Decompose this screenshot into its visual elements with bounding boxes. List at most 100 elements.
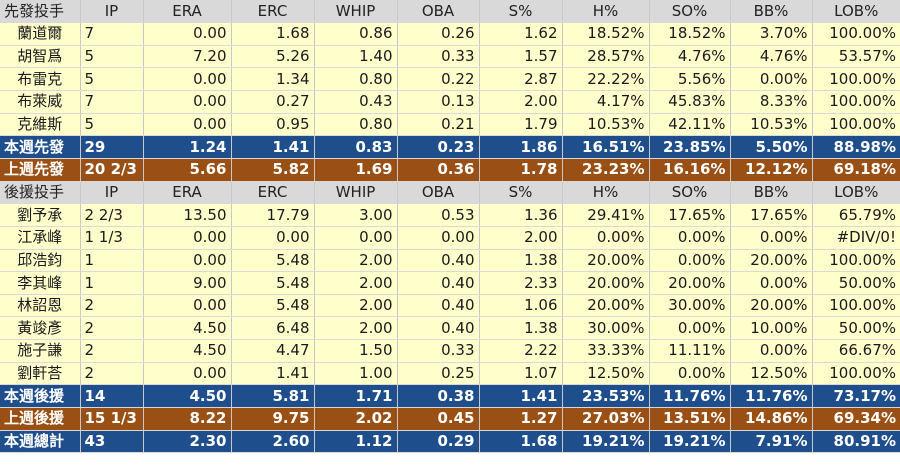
erc-cell: 0.27: [231, 90, 315, 114]
whip-cell: 0.00: [314, 226, 398, 250]
whip-cell: 0.80: [314, 113, 398, 137]
h-pct-cell: 29.41%: [562, 203, 650, 227]
bb-pct-cell: 0.00%: [730, 271, 813, 295]
whip-cell: 0.43: [314, 90, 398, 114]
lob-pct-cell: 80.91%: [812, 430, 900, 454]
oba-cell: 0.00: [397, 226, 480, 250]
h-pct-cell: 22.22%: [562, 67, 650, 92]
h-pct-cell: 23.53%: [562, 384, 650, 409]
so-pct-cell: 16.16%: [649, 158, 731, 182]
era-cell: 13.50: [143, 203, 232, 227]
this-week-summary-row: 本週先發 29 1.24 1.41 0.83 0.23 1.86 16.51% 23.85% 5.…: [0, 135, 900, 159]
lob-pct-cell: #DIV/0!: [812, 226, 900, 250]
era-cell: 0.00: [143, 362, 232, 386]
lob-pct-cell: 100.00%: [812, 22, 900, 46]
pitcher-row: 蘭道爾 7 0.00 1.68 0.86 0.26 1.62 18.52% 18.52% 3.70…: [0, 22, 900, 46]
erc-cell: 17.79: [231, 203, 315, 227]
whip-cell: 2.00: [314, 249, 398, 273]
pitcher-row: 劉軒荅 2 0.00 1.41 1.00 0.25 1.07 12.50% 0.00% 12.50…: [0, 362, 900, 386]
bb-pct-cell: 5.50%: [730, 135, 813, 159]
so-pct-cell: 23.85%: [649, 135, 731, 159]
lob-pct-cell: 66.67%: [812, 339, 900, 363]
s-pct-cell: 1.06: [479, 294, 563, 318]
bb-pct-cell: 4.76%: [730, 45, 813, 69]
ip-cell: 1: [80, 249, 144, 273]
h-pct-cell: 33.33%: [562, 339, 650, 363]
name-cell: 劉予承: [0, 203, 81, 227]
h-pct-cell: 27.03%: [562, 407, 650, 431]
this-week-summary-row: 本週後援 14 4.50 5.81 1.71 0.38 1.41 23.53% 11.76% 11…: [0, 384, 900, 409]
column-header-h-pct: H%: [562, 0, 650, 24]
ip-cell: 43: [80, 430, 144, 454]
erc-cell: 5.48: [231, 294, 315, 318]
oba-cell: 0.36: [397, 158, 480, 182]
s-pct-cell: 2.33: [479, 271, 563, 295]
s-pct-cell: 1.07: [479, 362, 563, 386]
so-pct-cell: 4.76%: [649, 45, 731, 69]
oba-cell: 0.22: [397, 67, 480, 92]
oba-cell: 0.53: [397, 203, 480, 227]
oba-cell: 0.25: [397, 362, 480, 386]
era-cell: 4.50: [143, 316, 232, 341]
whip-cell: 1.50: [314, 339, 398, 363]
oba-cell: 0.29: [397, 430, 480, 454]
erc-cell: 1.34: [231, 67, 315, 92]
column-header-bb-pct: BB%: [730, 181, 813, 205]
so-pct-cell: 11.11%: [649, 339, 731, 363]
h-pct-cell: 20.00%: [562, 294, 650, 318]
oba-cell: 0.33: [397, 339, 480, 363]
so-pct-cell: 45.83%: [649, 90, 731, 114]
ip-cell: 5: [80, 113, 144, 137]
bb-pct-cell: 12.50%: [730, 362, 813, 386]
whip-cell: 2.00: [314, 316, 398, 341]
era-cell: 1.24: [143, 135, 232, 159]
whip-cell: 1.00: [314, 362, 398, 386]
s-pct-cell: 1.41: [479, 384, 563, 409]
era-cell: 0.00: [143, 249, 232, 273]
erc-cell: 5.48: [231, 249, 315, 273]
column-header-s-pct: S%: [479, 181, 563, 205]
weekly-total-row: 本週總計 43 2.30 2.60 1.12 0.29 1.68 19.21% 19.21% 7.…: [0, 430, 900, 454]
erc-cell: 4.47: [231, 339, 315, 363]
name-cell: 施子謙: [0, 339, 81, 363]
column-header-lob-pct: LOB%: [812, 181, 900, 205]
bb-pct-cell: 0.00%: [730, 67, 813, 92]
name-cell: 蘭道爾: [0, 22, 81, 46]
pitcher-row: 布雷克 5 0.00 1.34 0.80 0.22 2.87 22.22% 5.56% 0.00%…: [0, 67, 900, 92]
h-pct-cell: 20.00%: [562, 249, 650, 273]
lob-pct-cell: 100.00%: [812, 249, 900, 273]
column-header-s-pct: S%: [479, 0, 563, 24]
so-pct-cell: 18.52%: [649, 22, 731, 46]
last-week-summary-row: 上週先發 20 2/3 5.66 5.82 1.69 0.36 1.78 23.23% 16.1…: [0, 158, 900, 182]
so-pct-cell: 11.76%: [649, 384, 731, 409]
h-pct-cell: 4.17%: [562, 90, 650, 114]
name-cell: 上週先發: [0, 158, 81, 182]
column-header-oba: OBA: [397, 0, 480, 24]
era-cell: 7.20: [143, 45, 232, 69]
oba-cell: 0.38: [397, 384, 480, 409]
lob-pct-cell: 100.00%: [812, 113, 900, 137]
s-pct-cell: 1.27: [479, 407, 563, 431]
era-cell: 4.50: [143, 339, 232, 363]
column-header-whip: WHIP: [314, 0, 398, 24]
column-header-ip: IP: [80, 181, 144, 205]
column-header-era: ERA: [143, 0, 232, 24]
oba-cell: 0.40: [397, 249, 480, 273]
ip-cell: 29: [80, 135, 144, 159]
pitcher-row: 邱浩鈞 1 0.00 5.48 2.00 0.40 1.38 20.00% 0.00% 20.00…: [0, 249, 900, 273]
name-cell: 李其峰: [0, 271, 81, 295]
s-pct-cell: 2.00: [479, 90, 563, 114]
h-pct-cell: 28.57%: [562, 45, 650, 69]
name-cell: 胡智爲: [0, 45, 81, 69]
whip-cell: 1.71: [314, 384, 398, 409]
h-pct-cell: 18.52%: [562, 22, 650, 46]
so-pct-cell: 0.00%: [649, 249, 731, 273]
pitcher-row: 江承峰 1 1/3 0.00 0.00 0.00 0.00 2.00 0.00% 0.00% 0.…: [0, 226, 900, 250]
erc-cell: 0.95: [231, 113, 315, 137]
ip-cell: 2: [80, 362, 144, 386]
whip-cell: 0.80: [314, 67, 398, 92]
era-cell: 0.00: [143, 226, 232, 250]
whip-cell: 0.83: [314, 135, 398, 159]
h-pct-cell: 20.00%: [562, 271, 650, 295]
era-cell: 0.00: [143, 67, 232, 92]
